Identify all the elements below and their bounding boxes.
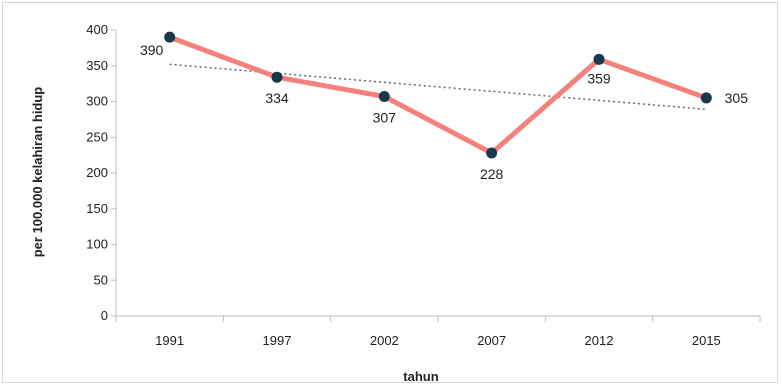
x-tick-label: 2012 (585, 333, 614, 348)
y-tick-label: 350 (86, 58, 108, 73)
x-tick-label: 2002 (370, 333, 399, 348)
x-tick-label: 2007 (477, 333, 506, 348)
data-label: 390 (140, 42, 164, 58)
data-label: 228 (480, 166, 504, 182)
data-label: 307 (373, 109, 397, 125)
data-label: 359 (587, 70, 611, 86)
y-tick-label: 0 (101, 308, 108, 323)
x-axis-ticks: 1991 1997 2002 2007 2012 2015 (115, 316, 761, 348)
data-markers (164, 31, 712, 159)
chart-frame (2, 2, 778, 383)
y-tick-label: 400 (86, 22, 108, 37)
series-line (167, 34, 709, 156)
x-tick-label: 1991 (155, 333, 184, 348)
y-tick-label: 250 (86, 129, 108, 144)
data-labels: 390 334 307 228 359 305 (140, 42, 748, 182)
y-axis-ticks: 0 50 100 150 200 250 300 350 400 (86, 22, 116, 323)
y-tick-label: 50 (94, 272, 108, 287)
data-label: 334 (265, 90, 289, 106)
data-point (486, 147, 498, 159)
y-tick-label: 300 (86, 94, 108, 109)
data-label: 305 (725, 90, 749, 106)
data-point (700, 92, 712, 104)
y-axis-title: per 100.000 kelahiran hidup (30, 87, 45, 258)
y-tick-label: 150 (86, 201, 108, 216)
data-point (164, 31, 176, 43)
data-point (271, 71, 283, 83)
y-tick-label: 200 (86, 165, 108, 180)
data-point (593, 53, 605, 65)
x-tick-label: 2015 (692, 333, 721, 348)
x-tick-label: 1997 (263, 333, 292, 348)
y-tick-label: 100 (86, 237, 108, 252)
x-axis-title: tahun (403, 369, 438, 384)
data-point (378, 90, 390, 102)
